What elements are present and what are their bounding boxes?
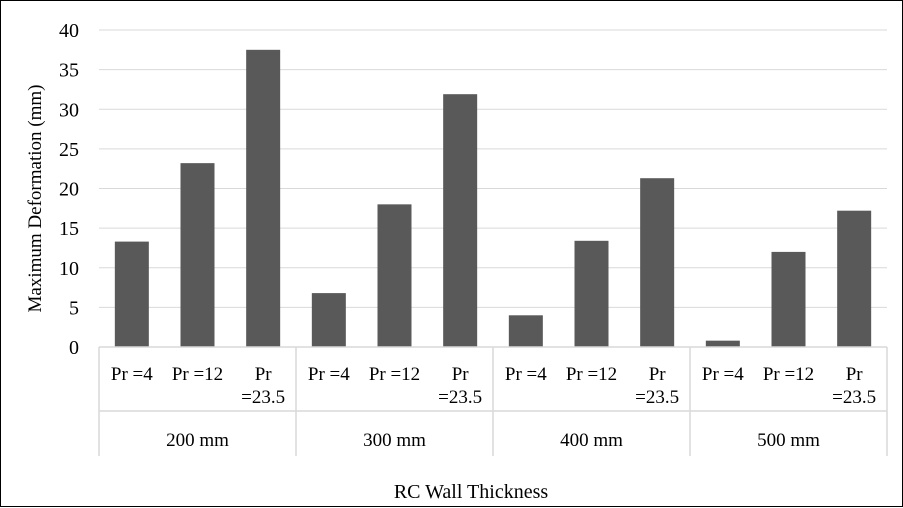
- y-tick-label: 40: [59, 20, 79, 42]
- y-tick-label: 0: [69, 337, 79, 359]
- bars: [114, 49, 872, 347]
- y-tick-label: 15: [59, 218, 79, 240]
- y-tick-label: 35: [59, 60, 79, 82]
- bar: [180, 163, 215, 347]
- bar: [443, 94, 478, 347]
- bar-category-label: Pr =4: [702, 364, 744, 385]
- bar-category-label: =23.5: [635, 387, 679, 408]
- bar: [508, 315, 543, 347]
- y-tick-labels: 0 5 10 15 20 25 30 35 40: [59, 20, 79, 359]
- bar-category-label: Pr =12: [172, 364, 223, 385]
- y-tick-label: 25: [59, 139, 79, 161]
- bar: [114, 241, 149, 347]
- bar-category-label: Pr =12: [763, 364, 814, 385]
- group-label: 400 mm: [560, 430, 623, 451]
- bar-category-label: Pr: [255, 364, 273, 385]
- bar-category-label: Pr: [649, 364, 667, 385]
- group-label: 300 mm: [363, 430, 426, 451]
- gridlines: [99, 29, 887, 308]
- y-tick-label: 5: [69, 297, 79, 319]
- bar-category-label: Pr =4: [308, 364, 350, 385]
- x-axis-title: RC Wall Thickness: [394, 481, 549, 503]
- bar: [771, 251, 806, 347]
- axes: [98, 346, 888, 456]
- bar: [837, 210, 872, 347]
- y-axis-title: Maximum Deformation (mm): [25, 85, 46, 313]
- bar: [574, 240, 609, 347]
- bar-category-label: =23.5: [832, 387, 876, 408]
- bar-category-label: =23.5: [438, 387, 482, 408]
- bar: [640, 178, 675, 347]
- bar-category-label: Pr: [452, 364, 470, 385]
- group-label: 200 mm: [166, 430, 229, 451]
- bar-category-label: Pr =4: [505, 364, 547, 385]
- bar: [377, 204, 412, 347]
- group-label: 500 mm: [757, 430, 820, 451]
- bar: [705, 340, 740, 347]
- bar: [246, 49, 281, 347]
- bar: [311, 293, 346, 347]
- bar-category-label: Pr: [846, 364, 864, 385]
- y-tick-label: 20: [59, 179, 79, 201]
- bar-category-label: Pr =4: [111, 364, 153, 385]
- y-tick-label: 30: [59, 99, 79, 121]
- y-tick-label: 10: [59, 258, 79, 280]
- bar-category-label: Pr =12: [369, 364, 420, 385]
- bar-category-label: =23.5: [241, 387, 285, 408]
- bar-category-label: Pr =12: [566, 364, 617, 385]
